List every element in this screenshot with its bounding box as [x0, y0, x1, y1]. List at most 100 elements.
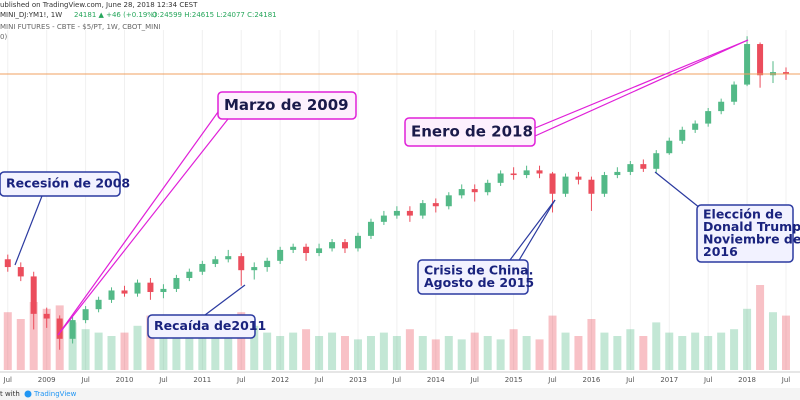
volume-bar — [328, 332, 337, 370]
volume-bar — [613, 336, 622, 370]
x-tick-label: Jul — [80, 376, 90, 384]
annotation-text: Recesión de 2008 — [6, 176, 130, 191]
x-tick-label: Jul — [469, 376, 479, 384]
candle-body — [277, 249, 284, 261]
candle-body — [108, 290, 115, 300]
candle-body — [4, 259, 11, 268]
volume-bar — [717, 332, 726, 370]
x-tick-label: Jul — [158, 376, 168, 384]
volume-bar — [146, 315, 155, 370]
candle-body — [406, 210, 413, 216]
annotation-box — [404, 117, 536, 147]
candle-body — [160, 288, 167, 293]
candle-body — [782, 72, 789, 74]
candle-body — [56, 318, 63, 339]
volume-bar — [587, 319, 596, 370]
volume-bar — [652, 322, 661, 370]
candle-body — [147, 282, 154, 293]
x-tick-label: 2015 — [505, 376, 523, 384]
candle-body — [744, 44, 751, 85]
volume-bar — [444, 336, 453, 370]
annotation-pointer — [14, 195, 43, 266]
volume-bar — [133, 325, 142, 370]
candle-body — [562, 176, 569, 194]
volume-bar — [392, 336, 401, 370]
volume-bar — [665, 332, 674, 370]
candle-body — [238, 256, 245, 271]
x-tick-label: 2018 — [738, 376, 756, 384]
x-tick-label: 2010 — [116, 376, 134, 384]
annotation-box — [0, 171, 121, 197]
annotation-pointer — [57, 118, 229, 336]
annotation-pointer — [204, 284, 246, 316]
volume-bar — [224, 336, 233, 370]
volume-bar — [340, 336, 349, 370]
candle-body — [290, 246, 297, 250]
volume-bar — [457, 339, 466, 370]
candle-body — [134, 282, 141, 294]
volume-bar — [548, 315, 557, 370]
x-tick-label: Jul — [781, 376, 791, 384]
volume-bar — [639, 336, 648, 370]
volume-bar — [42, 308, 51, 370]
volume-bar — [418, 336, 427, 370]
candle-body — [510, 173, 517, 176]
candle-body — [186, 271, 193, 278]
volume-bar — [29, 302, 38, 370]
candle-body — [393, 210, 400, 216]
volume-bar — [574, 336, 583, 370]
volume-bar — [704, 336, 713, 370]
candle-body — [627, 164, 634, 172]
annotation-pointer — [509, 199, 556, 261]
annotation-text: 2016 — [703, 244, 738, 259]
volume-bar — [107, 336, 116, 370]
volume-bar — [16, 319, 25, 370]
candle-body — [316, 248, 323, 254]
candle-body — [69, 320, 76, 339]
volume-bar — [81, 329, 90, 370]
candle-body — [549, 173, 556, 194]
volume-bar — [250, 325, 259, 370]
candle-body — [575, 176, 582, 180]
volume-bar — [678, 336, 687, 370]
x-tick-label: 2014 — [427, 376, 445, 384]
candle-body — [303, 246, 310, 254]
volume-bar — [3, 312, 12, 370]
annotation-pointer — [654, 171, 701, 209]
candle-body — [471, 189, 478, 193]
candle-body — [121, 290, 128, 294]
x-tick-label: Jul — [547, 376, 557, 384]
volume-bar — [431, 339, 440, 370]
candle-body — [445, 195, 452, 207]
x-tick-label: Jul — [625, 376, 635, 384]
x-tick-label: 2013 — [349, 376, 367, 384]
volume-bar — [405, 329, 414, 370]
x-tick-label: 2009 — [38, 376, 56, 384]
candle-body — [329, 242, 336, 249]
symbol: MINI_DJ:YM1!, 1W — [0, 11, 62, 19]
x-tick-label: Jul — [236, 376, 246, 384]
candle-body — [653, 153, 660, 169]
candle-body — [251, 267, 258, 271]
annotation-box — [417, 259, 529, 295]
volume-bar — [276, 336, 285, 370]
candle-body — [588, 179, 595, 194]
volume-bar — [379, 332, 388, 370]
candle-body — [523, 170, 530, 176]
volume-bar — [159, 329, 168, 370]
annotation-text: Recaída de2011 — [154, 318, 266, 333]
candle-body — [380, 215, 387, 222]
annotation-pointer — [534, 39, 749, 137]
volume-bar — [198, 329, 207, 370]
candle-body — [212, 259, 219, 264]
x-tick-label: Jul — [703, 376, 713, 384]
volume-bar — [470, 332, 479, 370]
candle-body — [225, 256, 232, 260]
annotation-pointer — [517, 199, 556, 263]
volume-bar — [68, 322, 77, 370]
annotation-text: Crisis de China. — [424, 262, 533, 277]
annotation-text: Noviembre de — [703, 231, 800, 246]
volume-bar — [353, 339, 362, 370]
